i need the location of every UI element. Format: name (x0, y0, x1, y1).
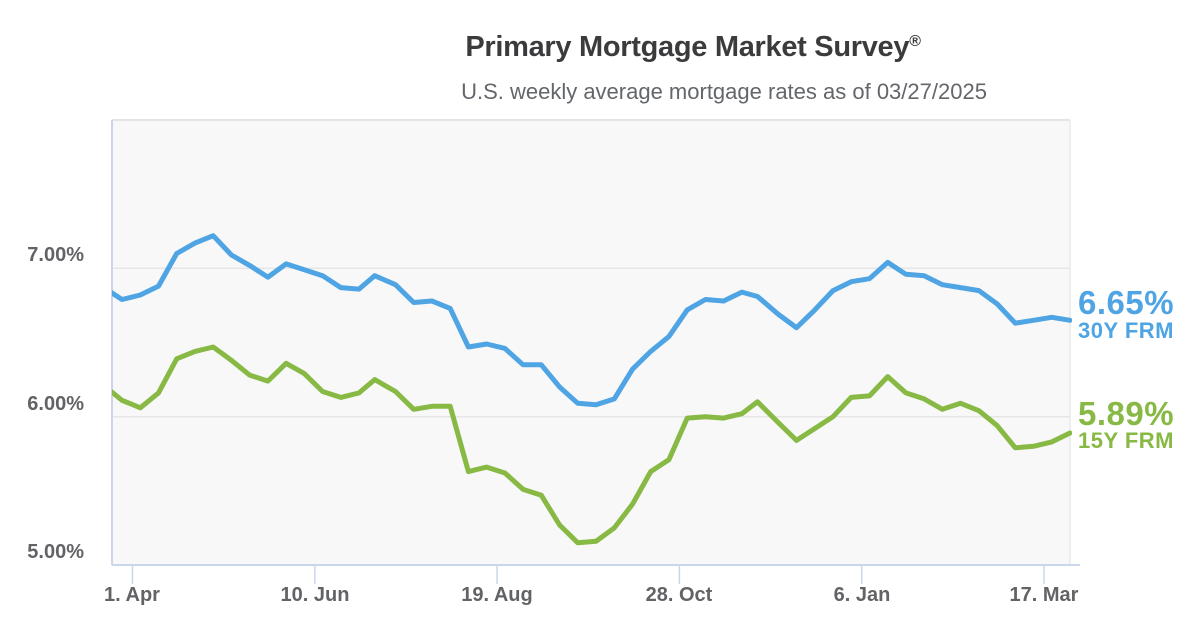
30y-frm-series-label: 30Y FRM (1078, 318, 1175, 343)
15y-frm-line (112, 344, 1072, 546)
x-axis-label: 28. Oct (645, 584, 713, 606)
30y-frm-line (112, 233, 1072, 408)
x-axis-label: 6. Jan (833, 584, 891, 606)
chart-subtitle: U.S. weekly average mortgage rates as of… (461, 79, 987, 104)
30y-frm-rate-value: 6.65% (1078, 284, 1175, 321)
x-axis-label: 1. Apr (104, 584, 160, 606)
15y-frm-series-label: 15Y FRM (1078, 428, 1175, 453)
x-axis-label: 19. Aug (461, 584, 533, 606)
x-axis-label: 17. Mar (1009, 584, 1079, 606)
registered-trademark-symbol: ® (909, 33, 921, 50)
chart-title-text: Primary Mortgage Market Survey (465, 31, 910, 63)
y-axis-label: 7.00% (27, 244, 84, 266)
y-axis-label: 5.00% (27, 541, 84, 563)
chart-title: Primary Mortgage Market Survey® (465, 31, 921, 64)
plot-area (112, 120, 1070, 565)
15y-frm-rate-value: 5.89% (1078, 395, 1175, 432)
x-axis-label: 10. Jun (280, 584, 350, 606)
y-axis-label: 6.00% (27, 393, 84, 415)
